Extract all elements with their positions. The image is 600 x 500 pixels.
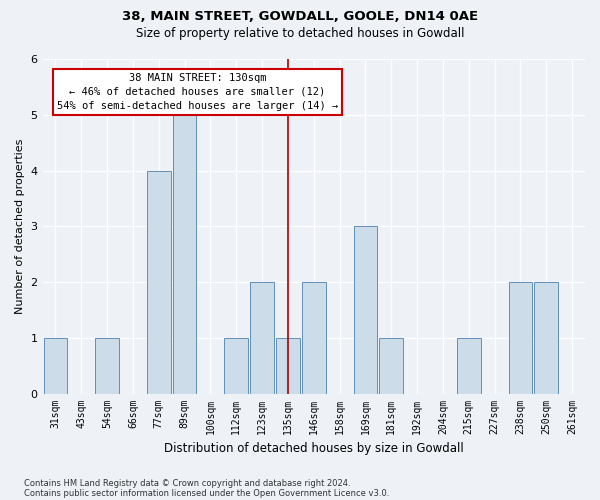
Bar (509, 282, 532, 394)
Bar (224, 338, 248, 394)
Bar (44, 338, 67, 394)
Text: Contains public sector information licensed under the Open Government Licence v3: Contains public sector information licen… (24, 488, 389, 498)
Y-axis label: Number of detached properties: Number of detached properties (15, 138, 25, 314)
Bar (379, 338, 403, 394)
Bar (457, 338, 481, 394)
Bar (147, 170, 170, 394)
Bar (302, 282, 326, 394)
Bar (250, 282, 274, 394)
Text: Size of property relative to detached houses in Gowdall: Size of property relative to detached ho… (136, 28, 464, 40)
Bar (173, 115, 196, 394)
Text: 38, MAIN STREET, GOWDALL, GOOLE, DN14 0AE: 38, MAIN STREET, GOWDALL, GOOLE, DN14 0A… (122, 10, 478, 23)
X-axis label: Distribution of detached houses by size in Gowdall: Distribution of detached houses by size … (164, 442, 464, 455)
Bar (535, 282, 558, 394)
Text: Contains HM Land Registry data © Crown copyright and database right 2024.: Contains HM Land Registry data © Crown c… (24, 478, 350, 488)
Bar (276, 338, 300, 394)
Bar (95, 338, 119, 394)
Bar (353, 226, 377, 394)
Text: 38 MAIN STREET: 130sqm
← 46% of detached houses are smaller (12)
54% of semi-det: 38 MAIN STREET: 130sqm ← 46% of detached… (57, 73, 338, 111)
